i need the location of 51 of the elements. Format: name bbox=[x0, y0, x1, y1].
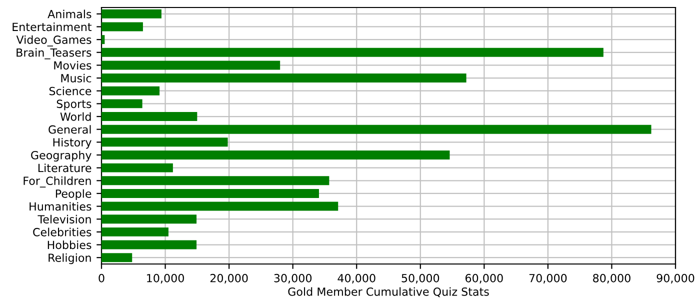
x-tick-label: 70,000 bbox=[529, 274, 567, 284]
bar bbox=[102, 227, 168, 236]
y-tick-label: Entertainment bbox=[12, 22, 92, 32]
bar bbox=[102, 9, 162, 18]
y-tick-label: Animals bbox=[48, 10, 92, 18]
y-tick-label: Television bbox=[38, 214, 91, 224]
bar bbox=[102, 22, 143, 32]
bar bbox=[102, 163, 173, 172]
y-tick-label: Literature bbox=[38, 164, 92, 172]
bar bbox=[102, 253, 132, 262]
bar bbox=[102, 74, 466, 83]
y-tick-label: Movies bbox=[54, 60, 92, 70]
y-tick-label: Religion bbox=[48, 253, 91, 264]
bar bbox=[102, 138, 228, 147]
y-tick-label: Celebrities bbox=[33, 228, 92, 236]
y-tick-label: Brain_Teasers bbox=[16, 48, 92, 60]
bar bbox=[102, 60, 280, 70]
bar bbox=[102, 176, 330, 186]
bar bbox=[102, 86, 160, 96]
y-tick-label: Hobbies bbox=[48, 240, 92, 250]
x-tick-label: 50,000 bbox=[402, 274, 440, 284]
y-tick-label: Science bbox=[49, 86, 92, 96]
bar bbox=[102, 99, 142, 108]
y-tick-label: For_Children bbox=[24, 176, 91, 188]
y-tick-label: Music bbox=[61, 74, 92, 82]
x-tick-label: 20,000 bbox=[210, 274, 248, 284]
x-axis-title: Gold Member Cumulative Quiz Stats bbox=[288, 287, 489, 298]
x-tick-label: 30,000 bbox=[274, 274, 312, 284]
bar bbox=[102, 202, 338, 211]
bar bbox=[102, 240, 197, 250]
x-tick-label: 10,000 bbox=[147, 274, 184, 284]
bar bbox=[102, 150, 450, 160]
y-tick-label: General bbox=[48, 125, 91, 134]
bar bbox=[102, 112, 198, 121]
y-tick-label: Sports bbox=[56, 100, 92, 110]
bar bbox=[102, 214, 197, 224]
x-tick-label: 80,000 bbox=[593, 274, 630, 284]
x-tick-label: 60,000 bbox=[466, 274, 503, 284]
y-tick-label: People bbox=[56, 189, 92, 200]
x-tick-label: 40,000 bbox=[338, 274, 376, 284]
y-tick-label: Video_Games bbox=[16, 35, 92, 46]
bar bbox=[102, 35, 105, 44]
y-tick-label: World bbox=[60, 112, 91, 121]
bar bbox=[102, 188, 319, 198]
x-tick-label: 0 bbox=[98, 274, 104, 282]
y-tick-label: History bbox=[53, 138, 92, 149]
bar bbox=[102, 124, 652, 134]
y-tick-label: Geography bbox=[31, 150, 92, 162]
x-tick-label: 90,000 bbox=[656, 274, 694, 284]
bar bbox=[102, 48, 604, 57]
y-tick-label: Humanities bbox=[30, 202, 92, 211]
